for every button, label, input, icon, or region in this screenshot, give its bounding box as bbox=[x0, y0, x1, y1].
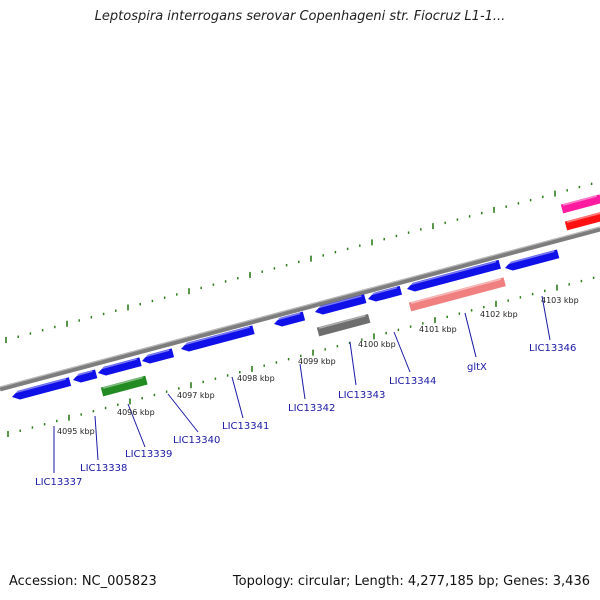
lower-tick-row bbox=[7, 276, 595, 437]
gene-gltx-neighbor-shine bbox=[407, 260, 497, 286]
gene-gltx-neighbor-body bbox=[407, 259, 501, 292]
map-title: Leptospira interrogans serovar Copenhage… bbox=[94, 9, 506, 24]
gene-lic13341-body bbox=[181, 325, 255, 352]
scale-label-4095: 4095 kbp bbox=[57, 427, 95, 436]
gene-lic13340-body bbox=[142, 348, 175, 364]
gene-lic13339-body bbox=[98, 357, 142, 376]
feature-trna-body bbox=[100, 375, 148, 397]
feature-red-shine bbox=[566, 212, 600, 223]
gene-lic13344-body bbox=[368, 285, 403, 302]
feature-pink-body bbox=[560, 194, 600, 214]
gene-lic13346-shine bbox=[505, 250, 555, 265]
gene-lic13337-body bbox=[12, 377, 72, 400]
feature-red-body bbox=[564, 211, 600, 231]
gene-label-lic13340[interactable]: LIC13340 bbox=[173, 435, 220, 446]
feature-pseudo bbox=[316, 313, 371, 337]
gene-label-lic13338[interactable]: LIC13338 bbox=[80, 463, 127, 474]
gene-label-lic13343[interactable]: LIC13343 bbox=[338, 390, 385, 401]
gene-label-lic13346[interactable]: LIC13346 bbox=[529, 343, 576, 354]
feature-gltx-shine bbox=[410, 278, 502, 304]
gene-lic13340 bbox=[142, 348, 175, 364]
gene-lic13337-shine bbox=[12, 378, 67, 394]
gene-lic13337 bbox=[12, 377, 72, 400]
gene-features bbox=[12, 194, 600, 400]
gene-label-lic13344[interactable]: LIC13344 bbox=[389, 376, 436, 387]
feature-trna-shine bbox=[102, 376, 143, 389]
scale-label-4101: 4101 kbp bbox=[419, 325, 457, 334]
genome-summary-text: Topology: circular; Length: 4,277,185 bp… bbox=[232, 574, 590, 589]
feature-trna bbox=[100, 375, 148, 397]
feature-gltx-body bbox=[408, 277, 506, 312]
feature-pseudo-shine bbox=[318, 315, 366, 329]
connector-5 bbox=[299, 363, 306, 400]
gene-lic13342 bbox=[274, 311, 306, 327]
upper-tick-row bbox=[5, 182, 593, 343]
gene-lic13341-shine bbox=[181, 326, 250, 346]
scale-label-4100: 4100 kbp bbox=[358, 340, 396, 349]
connector-2 bbox=[127, 403, 146, 448]
gene-lic13343-body bbox=[315, 294, 367, 315]
gene-lic13344-shine bbox=[368, 286, 398, 296]
sequence-backbone bbox=[0, 226, 600, 392]
connector-3 bbox=[167, 393, 199, 433]
scale-label-4103: 4103 kbp bbox=[541, 296, 579, 305]
gene-lic13343 bbox=[315, 294, 367, 315]
gene-label-lic13342[interactable]: LIC13342 bbox=[288, 403, 335, 414]
gene-label-lic13339[interactable]: LIC13339 bbox=[125, 449, 172, 460]
gene-lic13338-shine bbox=[73, 370, 93, 377]
gene-lic13340-shine bbox=[142, 349, 170, 358]
scale-label-4102: 4102 kbp bbox=[480, 310, 518, 319]
gene-lic13344 bbox=[368, 285, 403, 302]
scale-label-4096: 4096 kbp bbox=[117, 408, 155, 417]
connector-6 bbox=[349, 341, 357, 386]
connector-7 bbox=[393, 331, 411, 373]
connector-4 bbox=[231, 376, 244, 419]
connector-9 bbox=[541, 295, 551, 341]
gene-gltx-neighbor bbox=[407, 259, 501, 292]
gene-lic13346 bbox=[505, 249, 560, 271]
connector-1 bbox=[94, 415, 99, 461]
gene-lic13343-shine bbox=[315, 295, 362, 309]
gene-lic13342-shine bbox=[274, 312, 301, 321]
gene-lic13346-body bbox=[505, 249, 560, 271]
feature-gltx bbox=[408, 277, 506, 312]
gene-lic13338 bbox=[73, 369, 98, 383]
scale-label-4097: 4097 kbp bbox=[177, 391, 215, 400]
connector-8 bbox=[464, 312, 477, 358]
gene-lic13339-shine bbox=[98, 358, 137, 370]
sequence-backbone-highlight bbox=[0, 226, 600, 388]
gene-lic13339 bbox=[98, 357, 142, 376]
scale-label-4099: 4099 kbp bbox=[298, 357, 336, 366]
accession-text: Accession: NC_005823 bbox=[9, 574, 157, 589]
feature-pseudo-body bbox=[316, 313, 371, 337]
gene-label-lic13337[interactable]: LIC13337 bbox=[35, 477, 82, 488]
scale-label-4098: 4098 kbp bbox=[237, 374, 275, 383]
feature-pink bbox=[560, 194, 600, 214]
feature-red bbox=[564, 211, 600, 231]
gene-lic13341 bbox=[181, 325, 255, 352]
feature-pink-shine bbox=[562, 195, 598, 206]
gene-label-lic13341[interactable]: LIC13341 bbox=[222, 421, 269, 432]
gene-lic13342-body bbox=[274, 311, 306, 327]
gene-label-gltx[interactable]: gltX bbox=[467, 362, 487, 373]
gene-lic13338-body bbox=[73, 369, 98, 383]
label-connectors bbox=[53, 295, 551, 473]
